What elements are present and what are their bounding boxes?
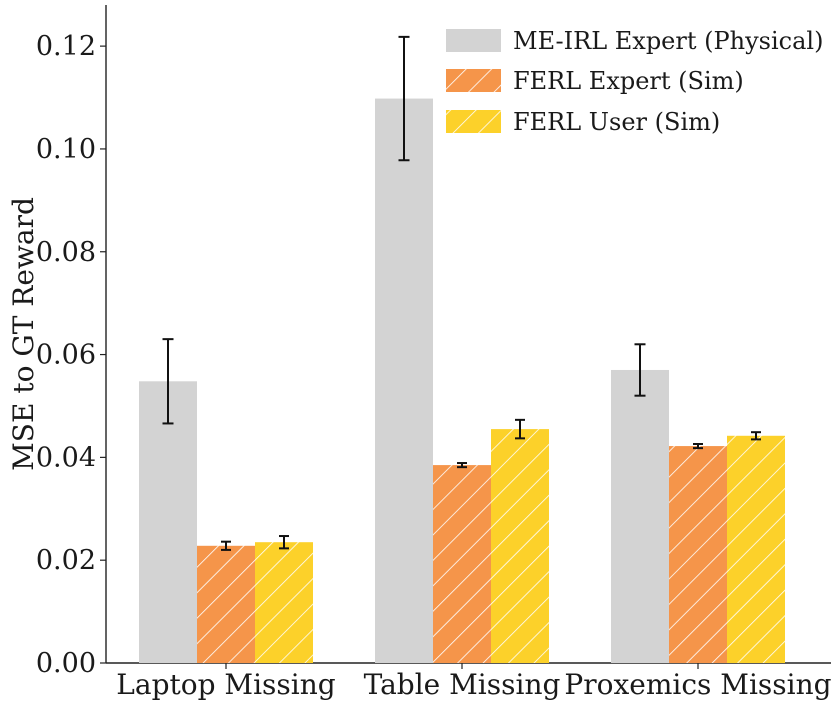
bar-ferl-user <box>255 542 313 663</box>
y-tick-label: 0.06 <box>36 340 96 371</box>
bar-ferl-user <box>491 429 549 663</box>
bars <box>139 35 785 663</box>
legend-label-ferl-expert: FERL Expert (Sim) <box>513 67 744 95</box>
legend: ME-IRL Expert (Physical) FERL Expert (Si… <box>446 27 823 136</box>
bar-me-irl <box>375 98 433 663</box>
y-tick-label: 0.00 <box>36 648 96 679</box>
legend-swatch-ferl-expert <box>446 69 501 92</box>
bar-ferl-expert <box>197 545 255 663</box>
y-ticks: 0.00 0.02 0.04 0.06 0.08 0.10 0.12 <box>36 31 106 679</box>
x-tick-label: Proxemics Missing <box>564 668 831 701</box>
bar-ferl-expert <box>669 446 727 663</box>
y-tick-label: 0.02 <box>36 545 96 576</box>
y-tick-label: 0.10 <box>36 134 96 165</box>
legend-swatch-ferl-user <box>446 110 501 133</box>
legend-label-me-irl: ME-IRL Expert (Physical) <box>513 27 823 55</box>
x-tick-label: Laptop Missing <box>116 668 335 701</box>
y-tick-label: 0.12 <box>36 31 96 62</box>
bar-ferl-expert <box>433 465 491 663</box>
legend-swatch-me-irl <box>446 29 501 52</box>
bar-me-irl <box>139 381 197 663</box>
bar-ferl-user <box>727 435 785 663</box>
legend-label-ferl-user: FERL User (Sim) <box>513 108 720 136</box>
y-axis-title: MSE to GT Reward <box>7 197 40 471</box>
y-tick-label: 0.08 <box>36 237 96 268</box>
y-tick-label: 0.04 <box>36 442 96 473</box>
bar-me-irl <box>611 369 669 663</box>
x-tick-label: Table Missing <box>364 668 561 701</box>
x-tick-labels: Laptop Missing Table Missing Proxemics Mis… <box>116 663 831 701</box>
